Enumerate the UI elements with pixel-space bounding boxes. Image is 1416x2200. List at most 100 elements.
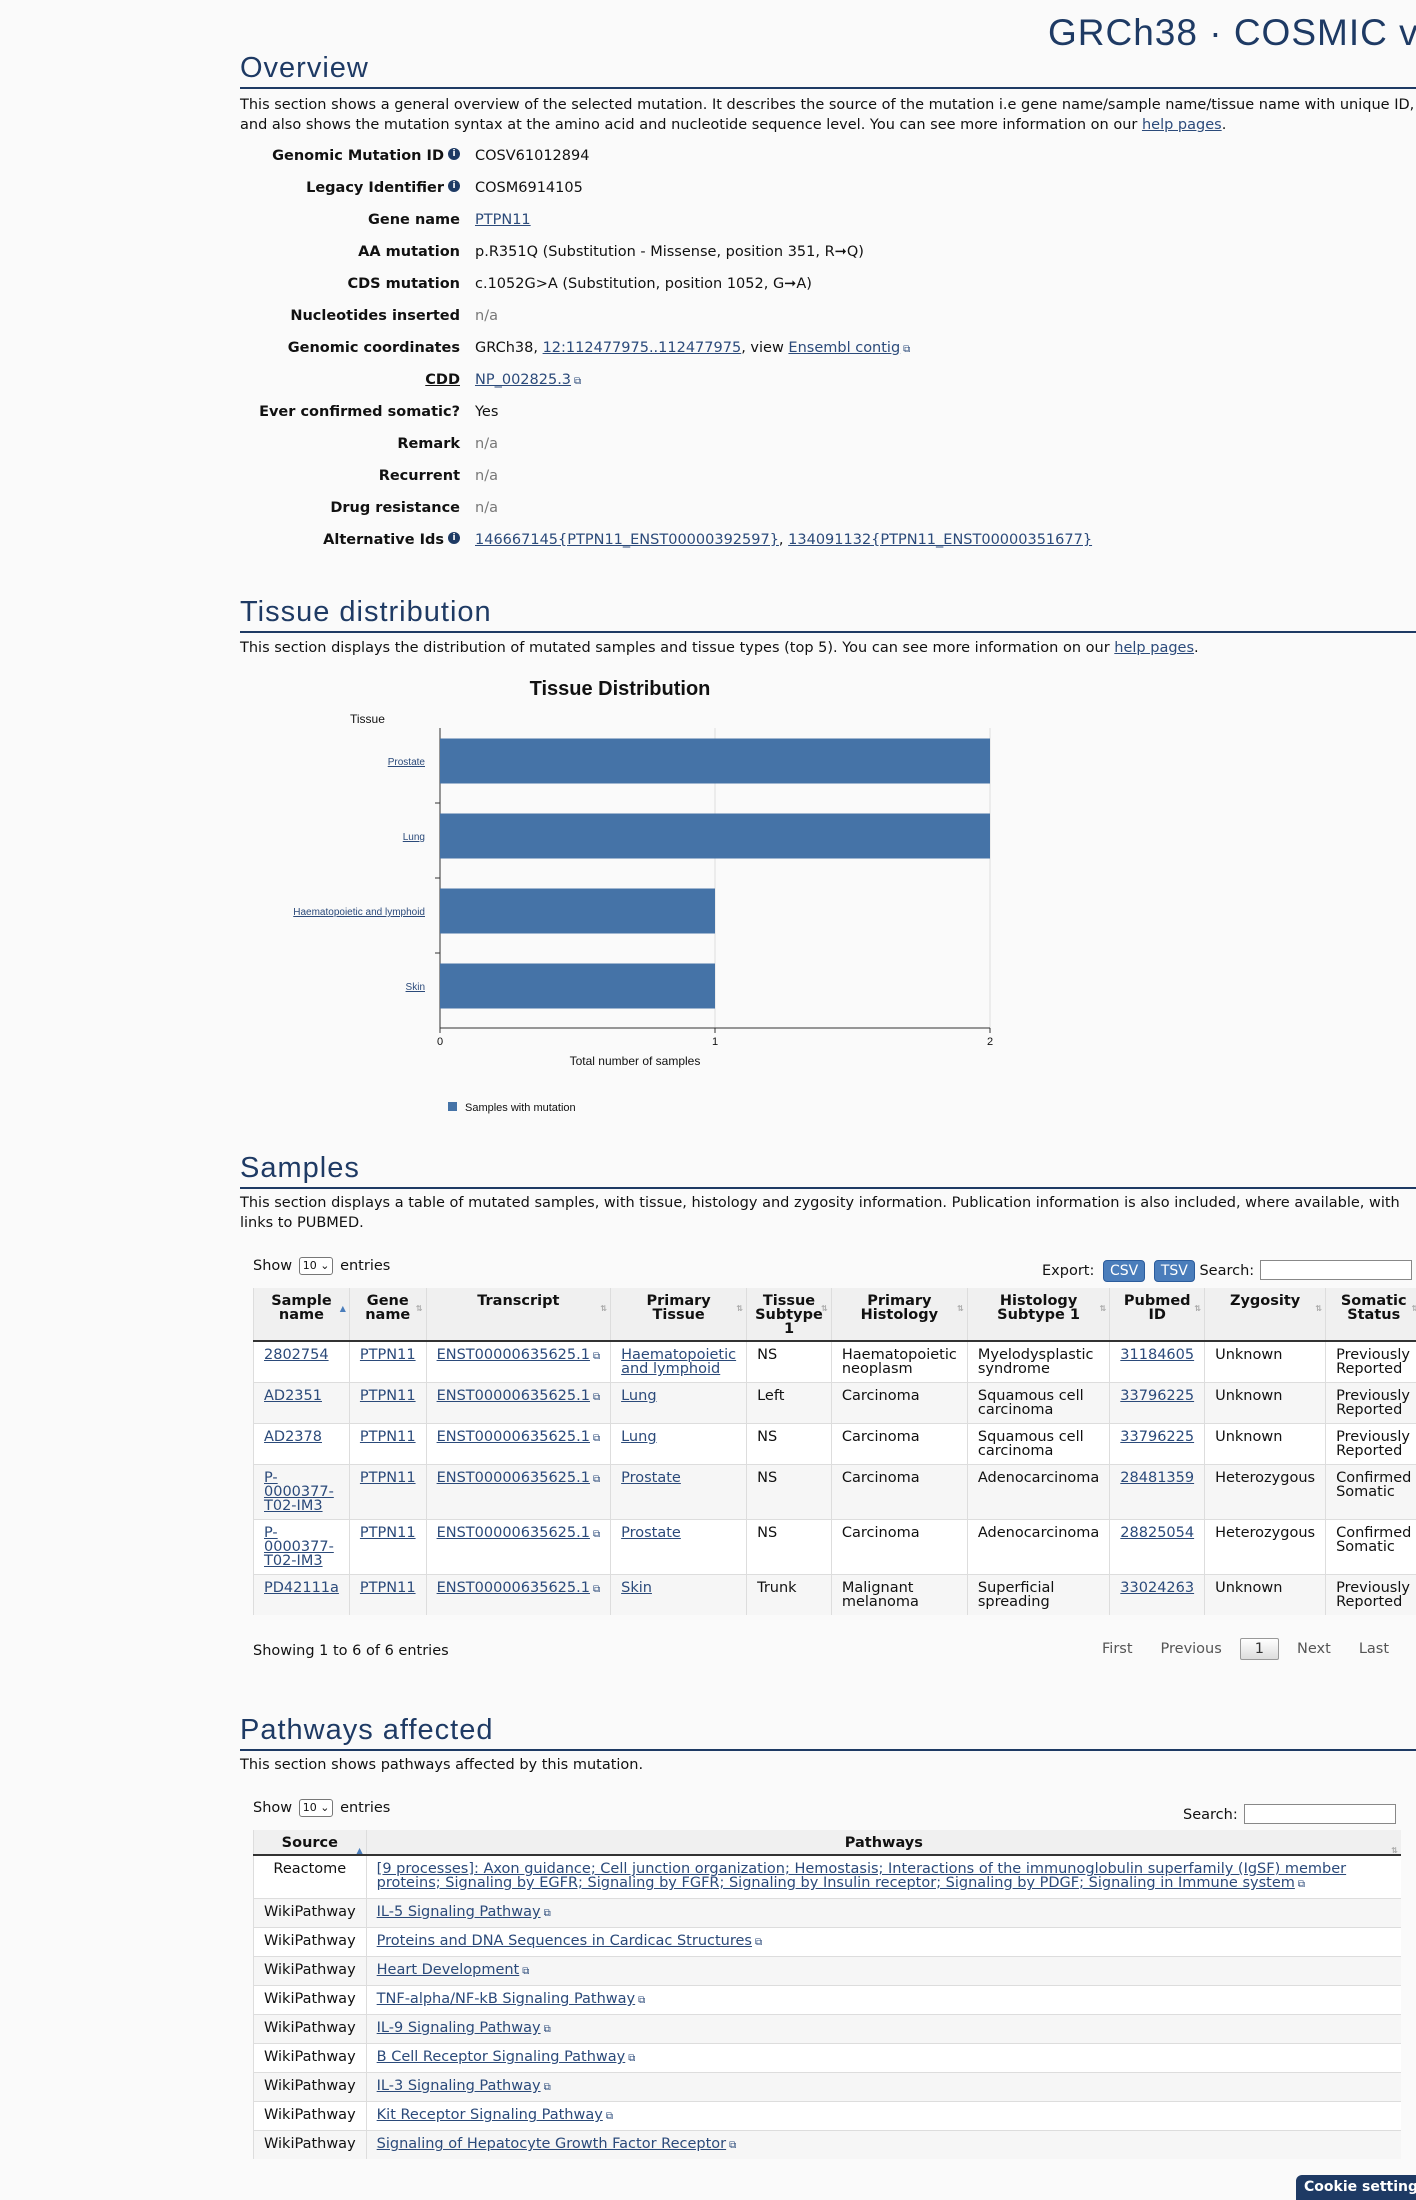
pathways-heading: Pathways affected: [240, 1714, 1416, 1751]
column-header[interactable]: Gene name ⇅: [348, 1288, 427, 1342]
cell-link[interactable]: Skin: [621, 1580, 652, 1596]
cell-link[interactable]: AD2378: [264, 1429, 322, 1445]
column-header[interactable]: Transcript ⇅: [425, 1288, 611, 1342]
column-header[interactable]: Primary Histology ⇅: [830, 1288, 968, 1342]
table-cell: Carcinoma: [830, 1464, 968, 1520]
pathway-link[interactable]: Proteins and DNA Sequences in Cardicac S…: [376, 1933, 752, 1949]
cell-link[interactable]: PTPN11: [359, 1470, 416, 1486]
cell-link[interactable]: 2802754: [264, 1347, 329, 1363]
previous-page-button[interactable]: Previous: [1160, 1641, 1222, 1657]
gene-name-link[interactable]: PTPN11: [475, 212, 531, 228]
help-pages-link[interactable]: help pages: [1141, 117, 1222, 133]
cell-link[interactable]: 28825054: [1120, 1525, 1195, 1541]
table-cell: ENST00000635625.1 ⧉: [425, 1340, 611, 1383]
cell-link[interactable]: ENST00000635625.1: [436, 1580, 590, 1596]
column-header[interactable]: Histology Subtype 1 ⇅: [966, 1288, 1110, 1342]
pathway-link[interactable]: Signaling of Hepatocyte Growth Factor Re…: [376, 2136, 727, 2152]
pathway-link[interactable]: IL-9 Signaling Pathway: [376, 2020, 541, 2036]
pathway-source: WikiPathway: [253, 2101, 367, 2131]
cell-link[interactable]: PTPN11: [359, 1429, 416, 1445]
pathway-link[interactable]: Kit Receptor Signaling Pathway: [376, 2107, 603, 2123]
cell-link[interactable]: PTPN11: [359, 1347, 416, 1363]
category-label[interactable]: Skin: [406, 982, 425, 993]
pathway-link[interactable]: IL-3 Signaling Pathway: [376, 2078, 541, 2094]
cell-link[interactable]: AD2351: [264, 1388, 322, 1404]
cell-link[interactable]: 33796225: [1120, 1429, 1195, 1445]
cell-link[interactable]: ENST00000635625.1: [436, 1429, 590, 1445]
cell-link[interactable]: ENST00000635625.1: [436, 1470, 590, 1486]
column-header[interactable]: Sample name ▲: [253, 1288, 350, 1342]
column-header[interactable]: Zygosity ⇅: [1204, 1288, 1326, 1342]
cell-link[interactable]: PD42111a: [264, 1580, 339, 1596]
column-header[interactable]: Source ▲: [253, 1830, 367, 1856]
table-cell: Prostate: [610, 1464, 747, 1520]
external-link-icon: ⧉: [592, 1474, 601, 1485]
pathway-cell: Proteins and DNA Sequences in Cardicac S…: [365, 1927, 1401, 1957]
cell-link[interactable]: PTPN11: [359, 1525, 416, 1541]
cdd-link[interactable]: NP_002825.3: [475, 372, 572, 388]
pathway-link[interactable]: B Cell Receptor Signaling Pathway: [376, 2049, 626, 2065]
table-cell: Haematopoietic and lymphoid: [610, 1340, 747, 1383]
cell-link[interactable]: Haematopoietic and lymphoid: [621, 1347, 737, 1377]
sort-icon: ⇅: [1099, 1304, 1107, 1313]
cell-link[interactable]: ENST00000635625.1: [436, 1347, 590, 1363]
category-label[interactable]: Haematopoietic and lymphoid: [293, 907, 425, 918]
coordinates-link[interactable]: 12:112477975..112477975: [542, 340, 742, 356]
table-cell: PTPN11: [348, 1340, 427, 1383]
samples-search-input[interactable]: [1260, 1260, 1413, 1280]
cell-link[interactable]: PTPN11: [359, 1388, 416, 1404]
column-header[interactable]: Pubmed ID ⇅: [1109, 1288, 1205, 1342]
column-header[interactable]: Tissue Subtype 1 ⇅: [746, 1288, 832, 1342]
pathway-source: WikiPathway: [253, 2130, 367, 2159]
cell-link[interactable]: P-0000377-T02-IM3: [264, 1525, 334, 1569]
help-pages-link[interactable]: help pages: [1114, 640, 1195, 656]
next-page-button[interactable]: Next: [1297, 1641, 1331, 1657]
external-link-icon: ⧉: [628, 2053, 636, 2064]
alternative-id-link[interactable]: 134091132{PTPN11_ENST00000351677}: [788, 532, 1093, 548]
pathway-link[interactable]: TNF-alpha/NF-kB Signaling Pathway: [376, 1991, 636, 2007]
ensembl-contig-link[interactable]: Ensembl contig: [788, 340, 901, 356]
cell-link[interactable]: 28481359: [1120, 1470, 1195, 1486]
column-header[interactable]: Pathways ⇅: [365, 1830, 1401, 1856]
cell-link[interactable]: Prostate: [621, 1470, 681, 1486]
category-label[interactable]: Prostate: [388, 757, 426, 768]
cell-link[interactable]: PTPN11: [359, 1580, 416, 1596]
current-page-button[interactable]: 1: [1239, 1638, 1280, 1660]
table-cell: 28825054: [1109, 1519, 1205, 1575]
cell-link[interactable]: 33796225: [1120, 1388, 1195, 1404]
external-link-icon: ⧉: [1297, 1879, 1306, 1890]
cell-link[interactable]: Lung: [621, 1429, 657, 1445]
cell-link[interactable]: ENST00000635625.1: [436, 1388, 590, 1404]
table-cell: AD2378: [253, 1423, 350, 1465]
column-header[interactable]: Primary Tissue ⇅: [610, 1288, 747, 1342]
cell-link[interactable]: Prostate: [621, 1525, 681, 1541]
pathway-link[interactable]: Heart Development: [376, 1962, 520, 1978]
external-link-icon: ⧉: [592, 1392, 601, 1403]
samples-info: Showing 1 to 6 of 6 entries: [253, 1643, 449, 1659]
category-label[interactable]: Lung: [403, 832, 425, 843]
table-cell: Unknown: [1204, 1423, 1326, 1465]
page-size-select[interactable]: 10 ⌄: [298, 1799, 334, 1817]
info-icon[interactable]: i: [448, 532, 460, 544]
cell-link[interactable]: ENST00000635625.1: [436, 1525, 590, 1541]
first-page-button[interactable]: First: [1102, 1641, 1133, 1657]
cell-link[interactable]: Lung: [621, 1388, 657, 1404]
info-icon[interactable]: i: [448, 180, 460, 192]
cookie-settings-button[interactable]: Cookie settings: [1296, 2175, 1416, 2200]
info-icon[interactable]: i: [448, 148, 460, 160]
pathway-cell: [9 processes]: Axon guidance; Cell junct…: [365, 1854, 1401, 1899]
cell-link[interactable]: 33024263: [1120, 1580, 1195, 1596]
table-cell: AD2351: [253, 1382, 350, 1424]
pathway-link[interactable]: [9 processes]: Axon guidance; Cell junct…: [376, 1861, 1347, 1891]
csv-export-button[interactable]: CSV: [1102, 1260, 1146, 1282]
pathway-link[interactable]: IL-5 Signaling Pathway: [376, 1904, 541, 1920]
cell-link[interactable]: P-0000377-T02-IM3: [264, 1470, 334, 1514]
cell-link[interactable]: 31184605: [1120, 1347, 1195, 1363]
column-header[interactable]: Somatic Status ⇅: [1325, 1288, 1416, 1342]
alternative-id-link[interactable]: 146667145{PTPN11_ENST00000392597}: [475, 532, 779, 548]
page-size-select[interactable]: 10 ⌄: [298, 1257, 334, 1275]
sort-icon: ⇅: [957, 1304, 964, 1313]
tsv-export-button[interactable]: TSV: [1153, 1260, 1195, 1282]
last-page-button[interactable]: Last: [1358, 1641, 1390, 1657]
pathways-search-input[interactable]: [1243, 1804, 1396, 1824]
